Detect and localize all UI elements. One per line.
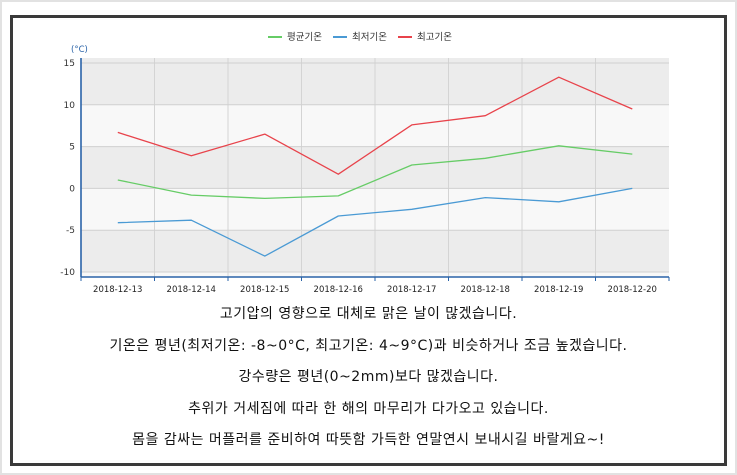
caption-line: 추위가 거세짐에 따라 한 해의 마무리가 다가오고 있습니다. bbox=[188, 400, 549, 417]
chart-axes bbox=[80, 58, 670, 281]
x-tick-label: 2018-12-18 bbox=[461, 285, 510, 295]
caption-line: 강수량은 평년(0~2mm)보다 많겠습니다. bbox=[238, 369, 499, 385]
y-tick-label: 10 bbox=[64, 101, 76, 111]
legend-label: 최저기온 bbox=[352, 32, 387, 43]
x-tick-label: 2018-12-20 bbox=[608, 285, 657, 295]
caption-line: 고기압의 영향으로 대체로 맑은 날이 많겠습니다. bbox=[219, 306, 518, 322]
chart-legend: 평균기온 최저기온 최고기온 bbox=[268, 32, 452, 43]
horizontal-gridlines bbox=[81, 62, 669, 273]
x-tick-label: 2018-12-13 bbox=[93, 285, 142, 295]
legend-label: 최고기온 bbox=[417, 32, 452, 43]
caption-line: 기온은 평년(최저기온: -8~0°C, 최고기온: 4~9°C)과 비슷하거나… bbox=[109, 337, 628, 354]
y-tick-label: 0 bbox=[69, 184, 75, 194]
y-tick-label: -5 bbox=[66, 226, 75, 236]
x-tick-label: 2018-12-15 bbox=[240, 285, 289, 295]
y-axis-unit-label: (°C) bbox=[71, 45, 88, 55]
y-tick-label: 5 bbox=[69, 143, 75, 153]
vertical-gridlines bbox=[154, 58, 596, 277]
series-line bbox=[117, 76, 633, 175]
series-line bbox=[117, 145, 633, 200]
x-tick-label: 2018-12-17 bbox=[387, 285, 436, 295]
caption-line: 몸을 감싸는 머플러를 준비하여 따뜻함 가득한 연말연시 보내시길 바랄게요~… bbox=[132, 432, 605, 448]
forecast-caption: 고기압의 영향으로 대체로 맑은 날이 많겠습니다. 기온은 평년(최저기온: … bbox=[0, 299, 737, 457]
x-axis-tick-labels: 2018-12-13 2018-12-14 2018-12-15 2018-12-16… bbox=[93, 285, 657, 295]
x-tick-label: 2018-12-19 bbox=[534, 285, 583, 295]
x-tick-label: 2018-12-16 bbox=[314, 285, 363, 295]
y-axis-tick-labels: 15 10 5 0 -5 -10 bbox=[60, 59, 75, 278]
y-tick-label: -10 bbox=[60, 268, 75, 278]
y-tick-label: 15 bbox=[64, 59, 75, 69]
series-lines bbox=[117, 76, 633, 257]
series-line bbox=[117, 187, 633, 257]
x-tick-label: 2018-12-14 bbox=[167, 285, 216, 295]
legend-label: 평균기온 bbox=[287, 32, 322, 43]
